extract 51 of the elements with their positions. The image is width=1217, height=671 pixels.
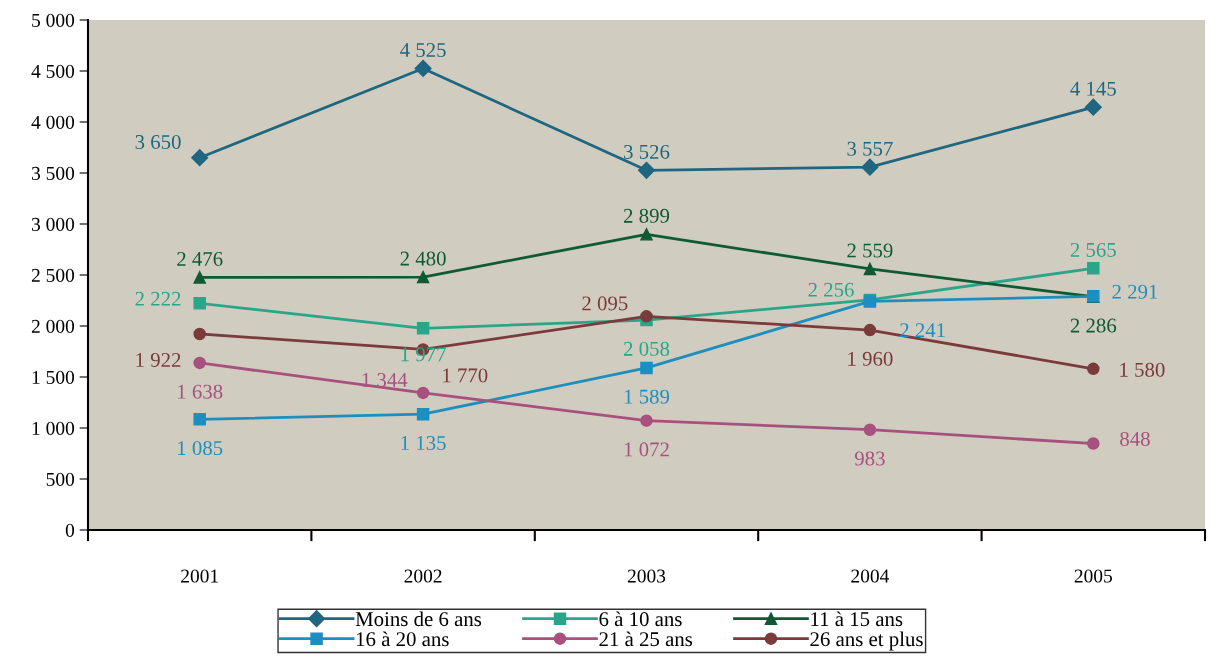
data-label: 848 — [1120, 431, 1150, 446]
y-tick-label: 1 500 — [32, 370, 75, 384]
legend-label: 6 à 10 ans — [599, 611, 682, 627]
legend-label: 11 à 15 ans — [811, 611, 903, 627]
data-label: 2 286 — [1070, 318, 1117, 333]
data-label: 2 559 — [847, 243, 893, 258]
data-label: 2 565 — [1070, 242, 1116, 257]
x-tick-label: 2005 — [1074, 569, 1112, 583]
data-label: 3 526 — [624, 144, 670, 159]
data-label: 2 480 — [400, 251, 446, 266]
data-label: 1 770 — [443, 368, 488, 383]
x-tick-label: 2004 — [851, 569, 890, 583]
data-label: 3 557 — [847, 141, 893, 156]
data-label: 4 145 — [1070, 81, 1116, 96]
data-label: 3 650 — [135, 134, 181, 150]
data-label: 2 222 — [135, 291, 181, 306]
x-tick-label: 2002 — [404, 569, 442, 583]
y-tick-label: 1 000 — [32, 421, 75, 435]
data-label: 2 256 — [808, 282, 854, 297]
legend-label: 26 ans et plus — [810, 631, 923, 651]
data-label: 1 085 — [178, 441, 223, 456]
data-label: 1 960 — [848, 351, 893, 366]
y-tick-label: 5 000 — [32, 13, 75, 27]
data-label: 2 899 — [623, 208, 670, 223]
y-tick-label: 0 — [65, 523, 75, 537]
y-tick-label: 3 000 — [31, 217, 75, 231]
data-label: 2 291 — [1112, 284, 1158, 299]
data-label: 1 977 — [401, 347, 446, 362]
data-label: 1 135 — [401, 436, 446, 450]
data-label: 1 580 — [1120, 362, 1165, 377]
y-tick-label: 2 000 — [31, 319, 75, 333]
y-tick-label: 2 500 — [31, 268, 75, 282]
data-label: 1 638 — [178, 384, 223, 399]
x-tick-label: 2001 — [181, 569, 218, 583]
data-label: 983 — [854, 451, 885, 466]
legend-label: 21 à 25 ans — [599, 631, 693, 647]
data-label: 2 241 — [900, 323, 945, 337]
data-label: 1 072 — [624, 442, 669, 457]
data-label: 1 589 — [624, 389, 670, 404]
y-tick-label: 4 500 — [31, 64, 75, 78]
y-tick-label: 4 000 — [31, 115, 75, 129]
legend-label: Moins de 6 ans — [355, 611, 482, 627]
x-tick-label: 2003 — [627, 569, 666, 583]
data-label: 2 058 — [623, 341, 670, 356]
data-label: 1 922 — [136, 352, 181, 367]
y-tick-label: 3 500 — [31, 166, 75, 180]
data-label: 2 476 — [177, 252, 223, 266]
data-label: 4 525 — [400, 43, 446, 57]
legend-label: 16 à 20 ans — [356, 631, 449, 647]
y-tick-label: 500 — [46, 472, 75, 486]
data-label: 2 095 — [582, 296, 628, 311]
